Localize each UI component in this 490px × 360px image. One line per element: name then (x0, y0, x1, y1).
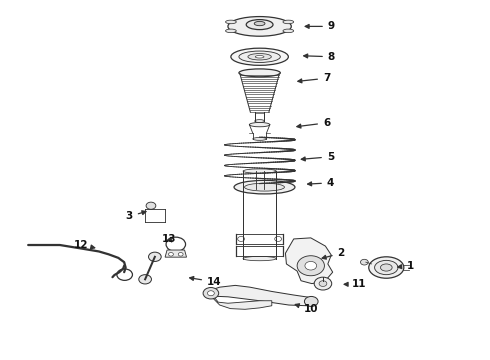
Circle shape (146, 202, 156, 209)
Polygon shape (286, 238, 333, 284)
Text: 6: 6 (297, 118, 330, 128)
Circle shape (304, 296, 318, 306)
Ellipse shape (239, 69, 280, 77)
Ellipse shape (249, 122, 270, 127)
Ellipse shape (369, 257, 404, 278)
Ellipse shape (283, 29, 294, 33)
Ellipse shape (246, 19, 273, 30)
Circle shape (207, 291, 214, 296)
Ellipse shape (243, 169, 276, 173)
Ellipse shape (255, 55, 264, 58)
Ellipse shape (253, 138, 267, 140)
Text: 8: 8 (304, 52, 335, 62)
Circle shape (305, 261, 317, 270)
Circle shape (319, 281, 327, 287)
Polygon shape (211, 296, 272, 309)
Circle shape (275, 237, 282, 242)
Ellipse shape (231, 48, 288, 65)
Polygon shape (165, 250, 187, 257)
Text: 9: 9 (305, 21, 335, 31)
Text: 7: 7 (298, 73, 330, 83)
Ellipse shape (239, 51, 280, 63)
Circle shape (238, 237, 245, 242)
Ellipse shape (380, 264, 392, 271)
Text: 12: 12 (74, 240, 95, 250)
Ellipse shape (248, 54, 271, 60)
Text: 5: 5 (301, 152, 334, 162)
Circle shape (169, 252, 173, 256)
Ellipse shape (255, 120, 265, 122)
Text: 11: 11 (344, 279, 367, 289)
Ellipse shape (243, 256, 276, 261)
Circle shape (297, 256, 324, 276)
Ellipse shape (245, 183, 285, 191)
Ellipse shape (254, 21, 265, 26)
Ellipse shape (374, 260, 398, 275)
Text: 4: 4 (308, 178, 334, 188)
Text: 3: 3 (125, 211, 146, 221)
Circle shape (148, 252, 161, 261)
Text: 10: 10 (295, 304, 318, 314)
Polygon shape (211, 285, 316, 306)
Circle shape (314, 277, 332, 290)
Ellipse shape (225, 29, 236, 33)
Text: 1: 1 (398, 261, 414, 271)
Circle shape (139, 275, 151, 284)
Text: 2: 2 (322, 248, 345, 259)
Ellipse shape (283, 20, 294, 24)
Text: 13: 13 (162, 234, 177, 244)
Text: 14: 14 (190, 276, 221, 287)
Circle shape (178, 252, 183, 256)
Circle shape (203, 288, 219, 299)
Ellipse shape (228, 17, 291, 36)
Ellipse shape (225, 20, 236, 24)
Circle shape (361, 259, 368, 265)
Ellipse shape (234, 180, 295, 194)
